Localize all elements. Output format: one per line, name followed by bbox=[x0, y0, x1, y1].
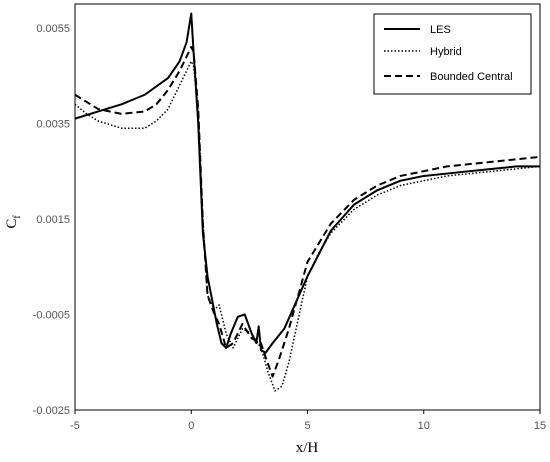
series-lines bbox=[74, 12, 541, 392]
y-axis-title-main: C bbox=[4, 219, 20, 229]
legend-label-les: LES bbox=[430, 24, 451, 36]
y-axis-ticks: -0.0025 -0.0005 0.0015 0.0035 0.0055 bbox=[33, 23, 70, 417]
y-tick-label: 0.0035 bbox=[36, 118, 70, 130]
series-line-bounded-central bbox=[74, 45, 541, 378]
legend-label-bounded-central: Bounded Central bbox=[430, 71, 513, 83]
x-tick-label: 10 bbox=[418, 420, 430, 432]
legend: LES Hybrid Bounded Central bbox=[373, 13, 532, 95]
y-axis-title-sub: f bbox=[12, 215, 23, 219]
series-line-hybrid bbox=[74, 60, 541, 392]
x-axis-ticks: -5 0 5 10 15 bbox=[70, 410, 546, 432]
legend-box bbox=[373, 13, 532, 95]
x-tick-label: 5 bbox=[304, 420, 310, 432]
series-line-les bbox=[74, 12, 540, 354]
x-tick-label: -5 bbox=[70, 420, 80, 432]
y-axis-title: Cf bbox=[4, 215, 23, 229]
y-tick-label: -0.0025 bbox=[33, 405, 70, 417]
x-axis-title: x/H bbox=[296, 440, 319, 456]
y-tick-label: -0.0005 bbox=[33, 309, 70, 321]
svg-text:Cf: Cf bbox=[4, 215, 23, 229]
y-tick-label: 0.0055 bbox=[36, 23, 70, 35]
x-tick-label: 0 bbox=[188, 420, 194, 432]
y-tick-label: 0.0015 bbox=[36, 214, 70, 226]
x-tick-label: 15 bbox=[534, 420, 546, 432]
legend-label-hybrid: Hybrid bbox=[430, 46, 462, 58]
